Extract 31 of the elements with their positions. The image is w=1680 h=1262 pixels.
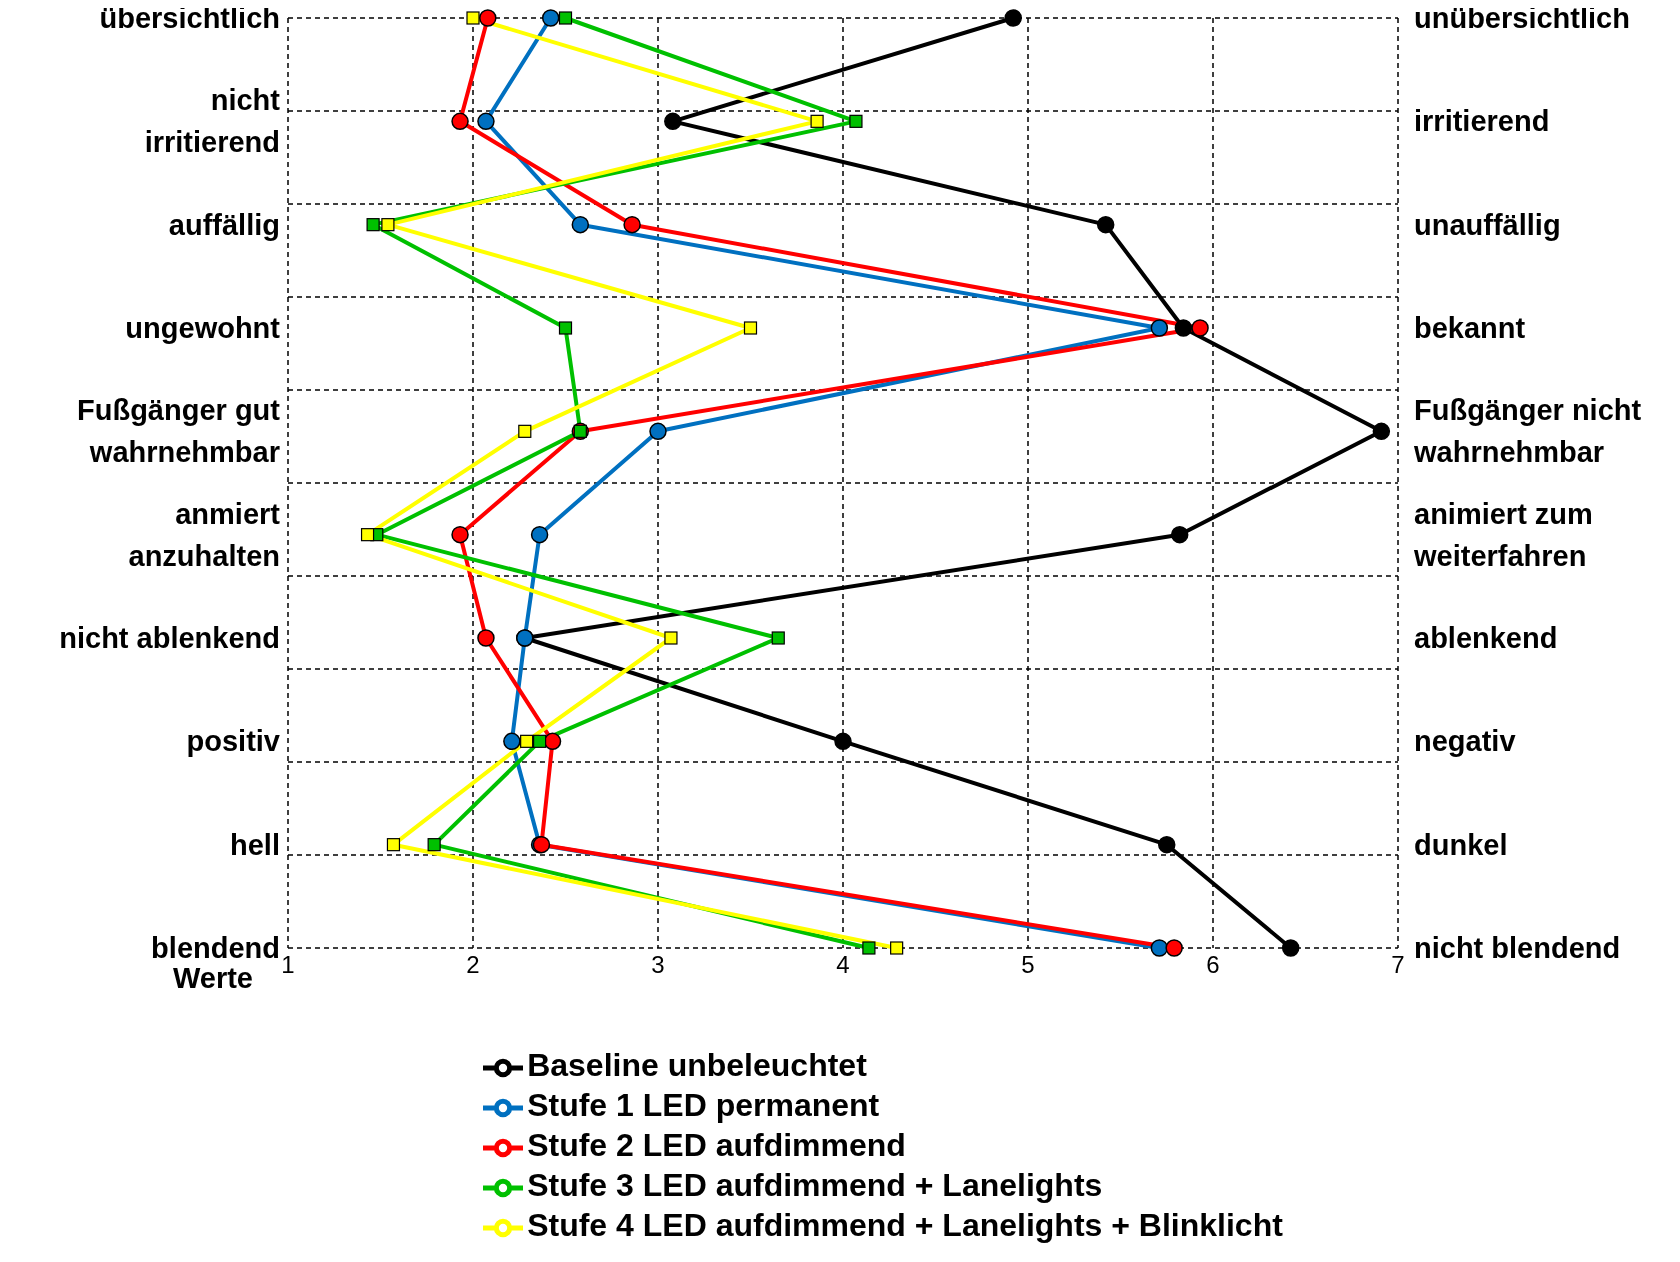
y2-tick-label: nicht blendend	[1414, 932, 1621, 964]
y-tick-label: Fußgänger gut wahrnehmbar	[77, 394, 281, 469]
x-tick-label: 7	[1391, 951, 1405, 979]
x-tick-label: 5	[1021, 951, 1035, 979]
y-tick-label: hell	[230, 828, 280, 861]
y2-tick-label: ablenkend	[1414, 622, 1558, 654]
y2-tick-label: Fußgänger nicht wahrnehmbar	[1413, 394, 1642, 469]
y2-tick-label: bekannt	[1414, 312, 1526, 344]
legend-label: Stufe 3 LED aufdimmend + Lanelights	[527, 1167, 1103, 1204]
y-tick-label: auffällig	[168, 208, 280, 241]
x-tick-label: 1	[281, 951, 295, 979]
x-tick-label: 2	[466, 951, 480, 979]
legend-label: Stufe 4 LED aufdimmend + Lanelights + Blinklicht	[527, 1207, 1283, 1244]
y-tick-label: ungewohnt	[125, 312, 281, 344]
x-tick-label: 3	[651, 951, 665, 979]
y2-tick-label: irritierend	[1414, 105, 1550, 138]
legend-label: Stufe 1 LED permanent	[527, 1087, 880, 1124]
y2-tick-label: animiert zum weiterfahren	[1413, 497, 1593, 572]
y-tick-label: positiv	[186, 725, 280, 758]
x-axis-title: Werte	[172, 962, 253, 994]
x-tick-label: 6	[1206, 951, 1220, 979]
y-tick-label: blendend	[151, 932, 280, 964]
y2-tick-label: dunkel	[1414, 828, 1508, 861]
x-tick-label: 4	[836, 951, 850, 979]
y2-tick-label: negativ	[1414, 725, 1516, 758]
y-tick-label: nicht irritierend	[144, 84, 281, 159]
y2-tick-label: unauffällig	[1414, 208, 1561, 241]
legend-label: Baseline unbeleuchtet	[527, 1047, 867, 1084]
y-tick-label: anmiert anzuhalten	[128, 497, 281, 572]
legend-label: Stufe 2 LED aufdimmend	[527, 1127, 906, 1164]
y-tick-label: nicht ablenkend	[59, 622, 280, 654]
